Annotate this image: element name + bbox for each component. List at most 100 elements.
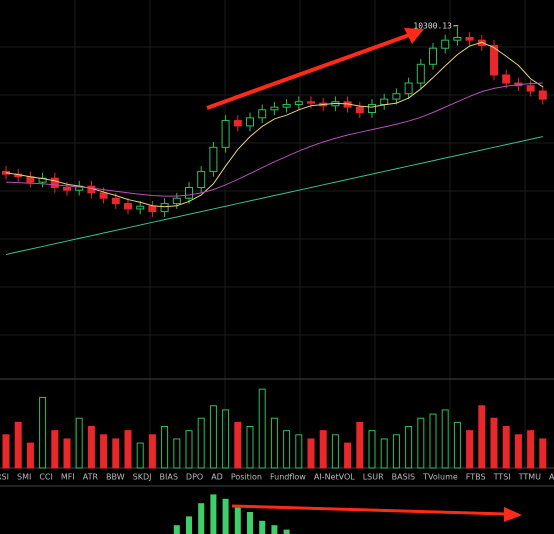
grid [0, 0, 554, 468]
ma-line [5, 82, 543, 197]
indicator-tab[interactable]: SMI [17, 473, 31, 482]
volume-bar [197, 417, 205, 469]
candle-body [160, 203, 169, 213]
candle-body [111, 197, 120, 205]
candle-body [392, 93, 401, 100]
volume-bar [270, 417, 278, 469]
candle-body [502, 74, 511, 84]
volume-bar [173, 438, 181, 469]
volume-bar [258, 388, 266, 469]
candle-body [429, 47, 437, 65]
candle-body [258, 109, 267, 119]
ma-line [5, 136, 543, 255]
indicator-tab[interactable]: Position [231, 473, 262, 482]
candle-body [185, 187, 193, 199]
volume-bar [429, 413, 437, 469]
volume-bar [161, 426, 169, 469]
candle-body [246, 117, 254, 127]
indicator-tab[interactable]: MFI [61, 473, 75, 482]
indicator-tab[interactable]: TTSI [493, 473, 511, 482]
candle-body [380, 98, 389, 105]
volume-bar [502, 426, 510, 469]
volume-bar [295, 434, 303, 469]
volume-bar [75, 417, 83, 469]
volume-bar [344, 442, 352, 469]
candle-body [416, 63, 425, 84]
volume-bar [2, 434, 10, 469]
volume-bar [234, 421, 242, 469]
volume-bar [441, 409, 449, 469]
candle-body [50, 177, 59, 188]
indicator-tab[interactable]: BIAS [160, 473, 178, 482]
candle-body [441, 39, 450, 49]
candle-body [270, 106, 279, 111]
volume-bar [331, 434, 339, 469]
volume-bar [307, 438, 315, 469]
candle-body [526, 85, 535, 92]
indicator-tab[interactable]: TVolume [422, 473, 458, 482]
indicator-tab[interactable]: AI-BSI [549, 473, 554, 482]
macd-bar [198, 503, 205, 534]
annotation-arrow [231, 504, 522, 522]
volume-bar [136, 442, 144, 469]
candle-body [233, 120, 242, 127]
indicator-tab[interactable]: DPO [186, 473, 203, 482]
indicator-tab[interactable]: Fundflow [270, 473, 306, 482]
volume-bar [319, 430, 327, 469]
indicator-tab[interactable]: SKDJ [133, 473, 152, 482]
volume-bar [87, 426, 95, 469]
candle-body [453, 37, 462, 41]
indicator-tab[interactable]: CCI [39, 473, 53, 482]
volume-bar [453, 421, 461, 469]
candle-body [148, 205, 157, 213]
volume-bar [478, 405, 486, 469]
volume-bar [209, 405, 217, 469]
macd-bar [210, 494, 217, 534]
volume-bar [380, 438, 388, 469]
volume-bar [185, 430, 193, 469]
indicator-tab[interactable]: LSUR [363, 473, 384, 482]
macd-bar [186, 516, 192, 534]
volume-bar [100, 434, 108, 469]
candle-body [124, 203, 132, 210]
candle-body [490, 45, 498, 76]
macd-bar [222, 498, 229, 534]
volume-bar [63, 438, 71, 469]
macd-bar [283, 529, 290, 534]
volume-bar [527, 430, 535, 469]
high-price-label: 10300.13 [413, 21, 452, 30]
indicator-tab[interactable]: FTBS [466, 473, 486, 482]
volume-bar [39, 396, 47, 469]
candle-body [282, 103, 291, 108]
indicator-tab[interactable]: TTMU [518, 473, 542, 482]
volume-bar [246, 426, 254, 469]
indicator-tab[interactable]: AD [211, 473, 223, 482]
volume-bar [539, 438, 547, 469]
indicator-tab[interactable]: RSI [0, 473, 9, 482]
candle-body [465, 37, 474, 41]
volume-bar [514, 434, 522, 469]
candle-body [63, 187, 71, 191]
indicator-tab[interactable]: BASIS [392, 473, 415, 482]
indicator-tab[interactable]: AI-NetVOL [314, 473, 355, 482]
indicator-tabs: RSI SMI CCI MFI ATR BBW SKDJ BIAS DPO AD Position F… [0, 473, 554, 482]
volume-bar [490, 417, 498, 469]
candle-body [136, 205, 145, 210]
candle-body [172, 197, 181, 205]
indicator-tab[interactable]: BBW [106, 473, 125, 482]
macd-bar [259, 520, 266, 534]
candle-body [307, 101, 315, 104]
candle-body [221, 120, 230, 148]
macd-bar [173, 525, 180, 534]
volume-bar [26, 442, 34, 469]
candle-body [294, 101, 303, 105]
volume-bar [148, 434, 156, 469]
indicator-tab[interactable]: ATR [83, 473, 99, 482]
candle-body [404, 82, 413, 95]
volume-bar [368, 430, 376, 469]
candle-body [355, 106, 364, 114]
candle-body [209, 146, 218, 172]
ma-line [5, 41, 544, 208]
macd-bar [247, 512, 253, 534]
